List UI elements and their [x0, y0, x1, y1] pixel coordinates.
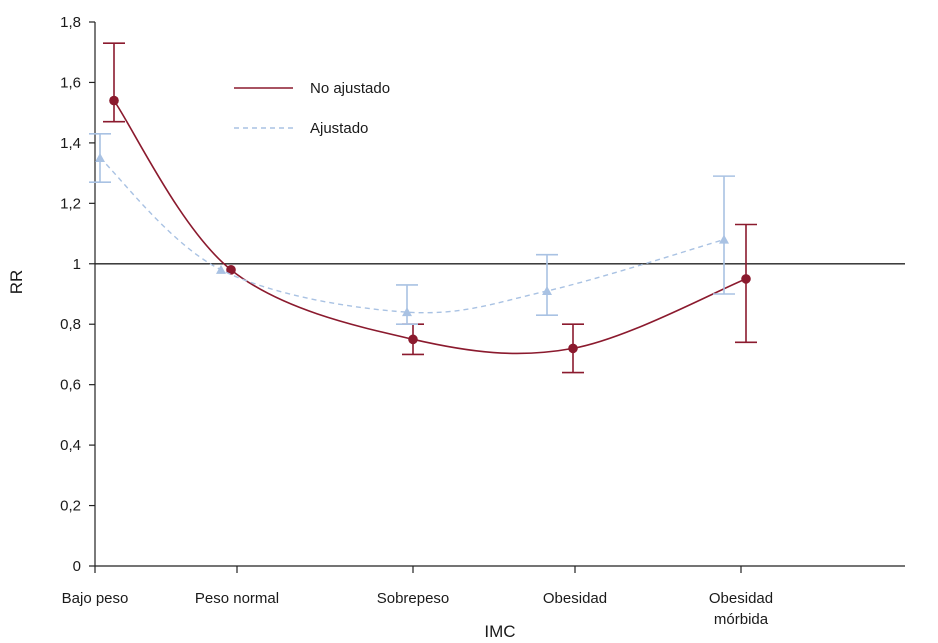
y-tick-label: 1,6	[60, 74, 81, 91]
data-point	[226, 265, 236, 275]
data-point	[216, 264, 226, 274]
data-point	[741, 274, 751, 284]
x-tick-label: Peso normal	[195, 590, 279, 607]
x-tick-label: Sobrepeso	[377, 590, 450, 607]
y-axis-title: RR	[7, 270, 26, 295]
y-tick-label: 1,8	[60, 14, 81, 31]
data-point	[408, 334, 418, 345]
y-tick-label: 0,8	[60, 316, 81, 333]
data-point	[109, 95, 119, 106]
x-tick-label: mórbida	[714, 611, 769, 628]
x-tick-label: Obesidad	[543, 590, 607, 607]
legend-label: Ajustado	[310, 120, 368, 137]
data-point	[402, 307, 412, 317]
series-no-ajustado	[103, 42, 757, 374]
series-line	[99, 157, 725, 314]
axes: 0 0,2 0,4 0,6 0,8 1 1,2 1,4 1,6 1,8 Bajo peso Peso …	[60, 14, 905, 628]
data-point	[542, 285, 552, 295]
y-tick-label: 1,4	[60, 135, 81, 152]
data-point	[719, 234, 729, 244]
series-ajustado	[89, 133, 735, 326]
x-tick-label: Obesidad	[709, 590, 773, 607]
x-axis-title: IMC	[484, 622, 515, 641]
y-tick-label: 0,2	[60, 498, 81, 515]
y-tick-label: 1	[73, 256, 81, 273]
legend-label: No ajustado	[310, 80, 390, 97]
y-tick-label: 0,4	[60, 437, 81, 454]
data-point	[568, 343, 578, 354]
legend: No ajustado Ajustado	[234, 80, 390, 137]
y-tick-label: 0,6	[60, 377, 81, 394]
data-point	[95, 153, 105, 162]
x-tick-label: Bajo peso	[62, 590, 129, 607]
y-tick-label: 0	[73, 558, 81, 575]
y-tick-label: 1,2	[60, 195, 81, 212]
series-layer	[89, 42, 757, 374]
series-line	[113, 100, 747, 355]
